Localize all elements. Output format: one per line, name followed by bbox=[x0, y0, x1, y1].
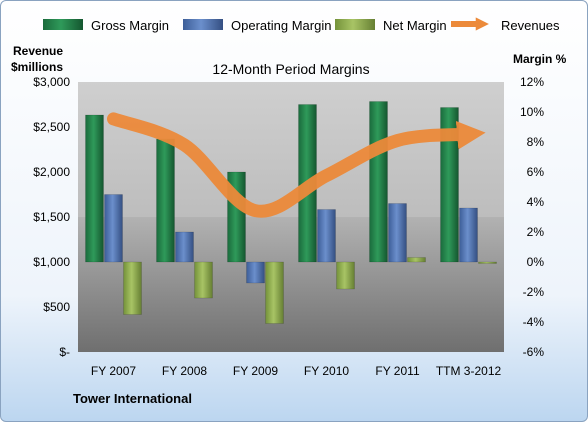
left-tick-label: $3,000 bbox=[33, 75, 70, 89]
footer-company-name: Tower International bbox=[73, 391, 192, 406]
net-margin-bar bbox=[478, 261, 497, 264]
operating-margin-bar bbox=[175, 231, 194, 263]
legend-label-operating-margin: Operating Margin bbox=[231, 18, 331, 33]
legend-item-net-margin: Net Margin bbox=[335, 18, 447, 33]
operating-margin-bar bbox=[388, 203, 407, 263]
left-tick-label: $2,500 bbox=[33, 120, 70, 134]
category-tick-label: FY 2009 bbox=[233, 364, 278, 378]
legend-label-net-margin: Net Margin bbox=[383, 18, 447, 33]
gross-margin-bar bbox=[440, 107, 459, 263]
legend-label-revenues: Revenues bbox=[501, 18, 560, 33]
operating-margin-bar bbox=[246, 261, 265, 284]
left-tick-label: $2,000 bbox=[33, 165, 70, 179]
right-tick-label: -4% bbox=[523, 315, 545, 329]
category-tick-label: FY 2011 bbox=[375, 364, 420, 378]
right-tick-label: 0% bbox=[527, 255, 545, 269]
right-axis-ticks: -6% -4% -2% 0% 2% 4% 6% 8% 10% 12% bbox=[520, 75, 544, 359]
legend-swatch-gross-margin bbox=[43, 19, 83, 30]
legend-item-operating-margin: Operating Margin bbox=[183, 18, 331, 33]
revenue-line-layer bbox=[107, 112, 486, 218]
right-tick-label: 12% bbox=[520, 75, 544, 89]
net-margin-bar bbox=[265, 261, 284, 324]
legend-swatch-net-margin bbox=[335, 19, 375, 30]
chart-title: 12-Month Period Margins bbox=[212, 61, 369, 77]
category-tick-label: FY 2007 bbox=[91, 364, 136, 378]
net-margin-bar bbox=[194, 261, 213, 299]
category-tick-label: FY 2008 bbox=[162, 364, 207, 378]
gross-margin-bar bbox=[156, 138, 175, 263]
legend-item-gross-margin: Gross Margin bbox=[43, 18, 169, 33]
right-tick-label: 10% bbox=[520, 105, 544, 119]
net-margin-bar bbox=[123, 261, 142, 315]
operating-margin-bar bbox=[104, 194, 123, 263]
left-tick-label: $- bbox=[59, 345, 70, 359]
gross-margin-bar bbox=[369, 101, 388, 263]
right-tick-label: -6% bbox=[523, 345, 545, 359]
left-tick-label: $1,500 bbox=[33, 210, 70, 224]
revenue-line bbox=[107, 112, 486, 218]
net-margin-bar bbox=[336, 261, 355, 290]
right-tick-label: 8% bbox=[527, 135, 545, 149]
legend: Gross Margin Operating Margin Net Margin… bbox=[43, 17, 560, 33]
right-tick-label: 2% bbox=[527, 225, 545, 239]
right-axis-title: Margin % bbox=[513, 52, 567, 66]
legend-item-revenues: Revenues bbox=[451, 17, 560, 33]
left-axis-title-line1: Revenue bbox=[13, 44, 63, 58]
gross-margin-bar bbox=[85, 114, 104, 263]
left-axis-title-line2: $millions bbox=[11, 60, 63, 74]
right-tick-label: -2% bbox=[523, 285, 545, 299]
left-axis-ticks: $- $500 $1,000 $1,500 $2,000 $2,500 $3,000 bbox=[33, 75, 70, 359]
left-tick-label: $1,000 bbox=[33, 255, 70, 269]
category-tick-label: TTM 3-2012 bbox=[436, 364, 502, 378]
net-margin-bar bbox=[407, 257, 426, 263]
operating-margin-bar bbox=[317, 209, 336, 263]
category-tick-label: FY 2010 bbox=[304, 364, 349, 378]
legend-label-gross-margin: Gross Margin bbox=[91, 18, 169, 33]
legend-swatch-operating-margin bbox=[183, 19, 223, 30]
left-tick-label: $500 bbox=[43, 300, 70, 314]
operating-margin-bar bbox=[459, 207, 478, 263]
right-tick-label: 6% bbox=[527, 165, 545, 179]
category-axis-ticks: FY 2007 FY 2008 FY 2009 FY 2010 FY 2011 TTM 3… bbox=[91, 364, 502, 378]
right-tick-label: 4% bbox=[527, 195, 545, 209]
